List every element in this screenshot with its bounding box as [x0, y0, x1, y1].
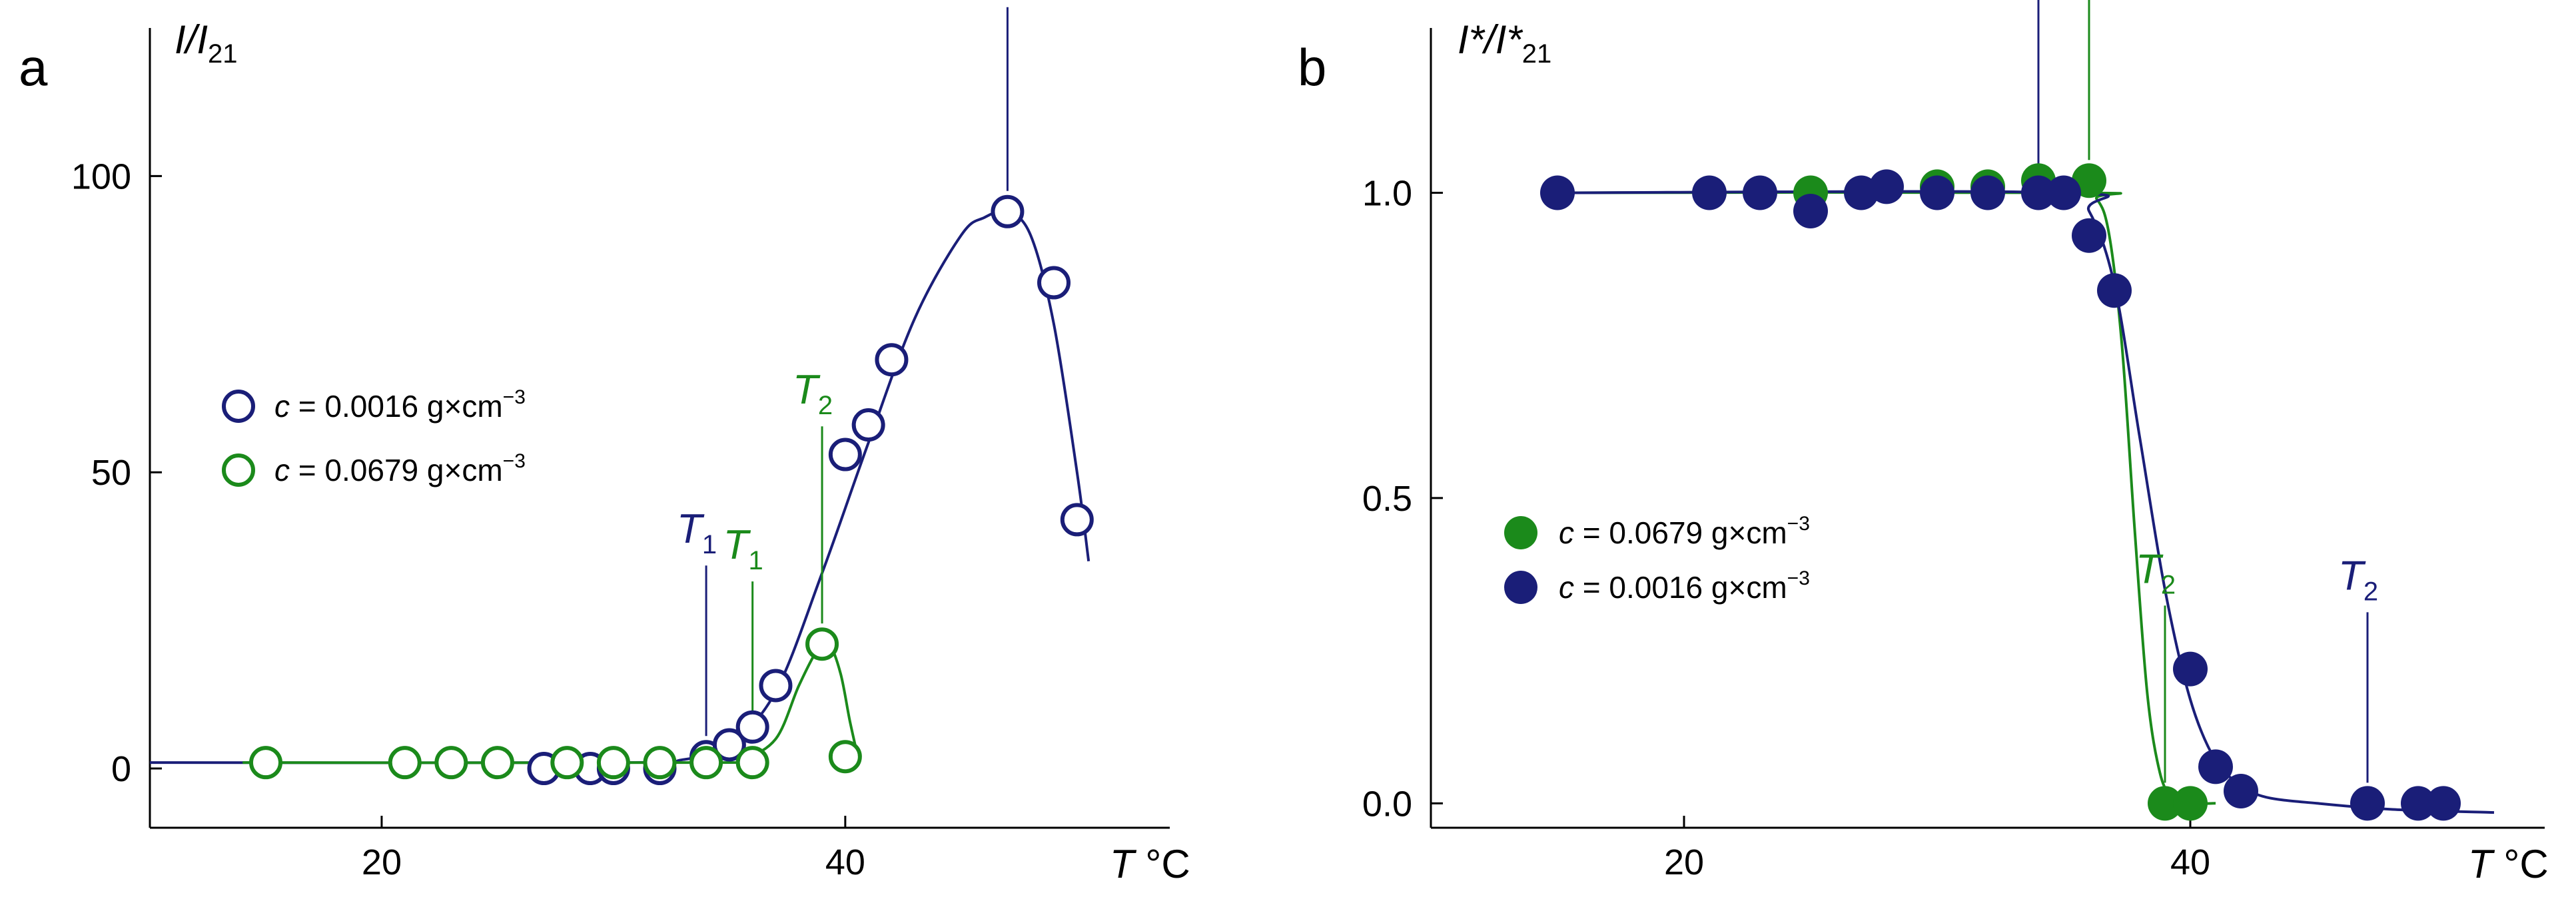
data-point-green	[434, 746, 468, 780]
data-point-green	[689, 746, 723, 780]
data-point-navy	[991, 194, 1025, 228]
annotation-label: T2	[2136, 546, 2176, 599]
data-point-navy	[875, 343, 909, 377]
data-point-navy	[2173, 651, 2208, 687]
x-tick-label: 20	[1664, 842, 1704, 882]
legend-marker-green	[222, 453, 255, 487]
y-tick-label: 50	[91, 453, 131, 493]
y-tick-label: 100	[71, 156, 131, 196]
data-point-navy	[2021, 175, 2056, 210]
data-point-navy	[2097, 273, 2132, 308]
data-point-navy	[2046, 175, 2081, 210]
data-point-navy	[1692, 175, 1727, 210]
data-point-green	[828, 740, 862, 774]
legend-label-c-0.0016: c = 0.0016 g×cm−3	[274, 386, 526, 424]
annotation-label: T2	[2338, 553, 2378, 606]
data-point-navy	[2224, 773, 2258, 808]
panel-b-legend: c = 0.0679 g×cm−3 c = 0.0016 g×cm−3	[1504, 513, 1810, 605]
panel-b-y-axis-label: I*/I*21	[1458, 17, 1551, 69]
data-point-navy	[759, 669, 793, 703]
data-point-navy	[1920, 175, 1954, 210]
annotation-label: T2	[793, 367, 833, 420]
data-point-navy	[1970, 175, 2005, 210]
panel-a-x-axis-label: T °C	[1110, 842, 1190, 886]
x-tick-label: 40	[825, 842, 865, 882]
data-point-navy	[828, 438, 862, 471]
data-point-green	[2173, 786, 2208, 821]
legend-marker-green	[1504, 516, 1537, 549]
data-point-navy	[1743, 175, 1777, 210]
panel-a-legend: c = 0.0016 g×cm−3 c = 0.0679 g×cm−3	[222, 386, 526, 487]
panel-b-x-axis-label: T °C	[2468, 842, 2549, 886]
annotation-label: T1	[677, 506, 717, 559]
data-point-green	[2148, 786, 2182, 821]
data-point-navy	[2072, 218, 2106, 253]
legend-marker-navy	[1504, 571, 1537, 604]
data-point-green	[550, 746, 584, 780]
legend-marker-navy	[222, 390, 255, 423]
x-tick-label: 20	[362, 842, 402, 882]
y-tick-label: 0.5	[1362, 479, 1412, 519]
data-point-green	[596, 746, 630, 780]
data-point-green	[388, 746, 422, 780]
data-point-navy	[735, 710, 769, 744]
data-point-navy	[2401, 786, 2435, 821]
data-point-green	[735, 746, 769, 780]
annotation-label: T1	[723, 522, 763, 575]
data-point-navy	[2350, 786, 2385, 821]
data-point-green	[248, 746, 282, 780]
panel-a-letter: a	[19, 38, 48, 97]
data-point-green	[805, 627, 839, 661]
panel-b-letter: b	[1298, 38, 1326, 97]
panel-a-y-axis-label: I/I21	[175, 17, 238, 69]
data-point-navy	[2198, 749, 2233, 784]
data-point-navy	[712, 728, 746, 762]
data-point-navy	[1793, 194, 1828, 229]
series-navy-fit-curve	[1557, 190, 2495, 814]
data-point-navy	[1037, 266, 1071, 300]
y-tick-label: 0.0	[1362, 784, 1412, 824]
data-point-green	[480, 746, 514, 780]
data-point-navy	[1060, 503, 1094, 537]
y-tick-label: 1.0	[1362, 174, 1412, 214]
annotation-label: T2	[978, 0, 1018, 1]
legend-label-c-0.0679: c = 0.0679 g×cm−3	[1559, 513, 1810, 550]
data-point-green	[643, 746, 677, 780]
data-point-navy	[1869, 169, 1904, 204]
y-tick-label: 0	[111, 749, 131, 789]
series-green-fit-curve	[242, 641, 861, 764]
data-point-navy	[2426, 786, 2461, 821]
data-point-navy	[851, 408, 885, 442]
x-tick-label: 40	[2170, 842, 2210, 882]
legend-label-c-0.0016: c = 0.0016 g×cm−3	[1559, 567, 1810, 605]
legend-label-c-0.0679: c = 0.0679 g×cm−3	[274, 450, 526, 487]
data-point-navy	[1540, 175, 1575, 210]
